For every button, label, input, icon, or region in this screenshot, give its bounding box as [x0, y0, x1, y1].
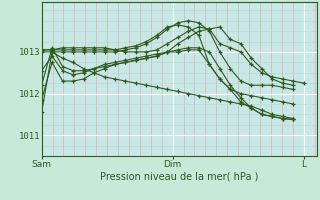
X-axis label: Pression niveau de la mer( hPa ): Pression niveau de la mer( hPa ): [100, 172, 258, 182]
